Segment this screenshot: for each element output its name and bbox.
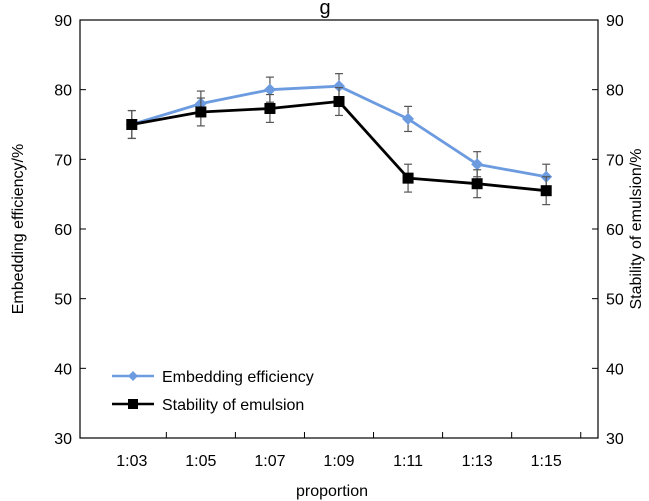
right-tick-label: 50 bbox=[606, 292, 624, 309]
data-point bbox=[471, 178, 483, 190]
series-stability-of-emulsion bbox=[126, 86, 552, 206]
x-tick-label: 1:05 bbox=[185, 453, 216, 470]
data-point bbox=[471, 158, 484, 171]
left-tick-label: 40 bbox=[54, 361, 72, 378]
data-point bbox=[540, 185, 552, 197]
data-point bbox=[333, 96, 345, 108]
data-point bbox=[263, 83, 276, 96]
x-tick-label: 1:13 bbox=[462, 453, 493, 470]
x-axis-ticks: 1:03 1:05 1:07 1:09 1:11 1:13 1:15 bbox=[116, 432, 582, 470]
data-point bbox=[264, 102, 276, 114]
x-tick-label: 1:07 bbox=[254, 453, 285, 470]
series-layer bbox=[125, 73, 553, 206]
left-tick-label: 80 bbox=[54, 83, 72, 100]
legend-item-stability-of-emulsion: Stability of emulsion bbox=[112, 397, 304, 414]
x-tick-label: 1:03 bbox=[116, 453, 147, 470]
right-axis-ticks: 30 40 50 60 70 80 90 bbox=[592, 13, 624, 448]
right-tick-label: 90 bbox=[606, 13, 624, 30]
x-axis-label: proportion bbox=[296, 483, 368, 500]
data-point bbox=[402, 172, 414, 184]
data-point bbox=[333, 80, 345, 93]
right-tick-label: 70 bbox=[606, 152, 624, 169]
x-tick-label: 1:11 bbox=[393, 453, 423, 470]
left-tick-label: 30 bbox=[54, 431, 72, 448]
legend: Embedding efficiency Stability of emulsi… bbox=[112, 369, 314, 414]
y-axis-label-right: Stability of emulsion/% bbox=[628, 149, 645, 310]
legend-label-embedding-efficiency: Embedding efficiency bbox=[162, 369, 314, 386]
right-tick-label: 30 bbox=[606, 431, 624, 448]
legend-item-embedding-efficiency: Embedding efficiency bbox=[112, 369, 314, 386]
left-tick-label: 90 bbox=[54, 13, 72, 30]
y-axis-label-left: Embedding efficiency/% bbox=[10, 144, 27, 314]
data-point bbox=[402, 112, 415, 125]
left-tick-label: 60 bbox=[54, 222, 72, 239]
chart-title: g bbox=[319, 0, 330, 19]
left-tick-label: 70 bbox=[54, 152, 72, 169]
x-tick-label: 1:09 bbox=[323, 453, 354, 470]
x-tick-label: 1:15 bbox=[531, 453, 562, 470]
right-tick-label: 80 bbox=[606, 83, 624, 100]
right-tick-label: 40 bbox=[606, 361, 624, 378]
right-tick-label: 60 bbox=[606, 222, 624, 239]
left-axis-ticks: 30 40 50 60 70 80 90 bbox=[54, 13, 86, 448]
left-tick-label: 50 bbox=[54, 292, 72, 309]
legend-label-stability-of-emulsion: Stability of emulsion bbox=[162, 397, 304, 414]
data-point bbox=[126, 119, 138, 130]
data-point bbox=[195, 106, 207, 118]
